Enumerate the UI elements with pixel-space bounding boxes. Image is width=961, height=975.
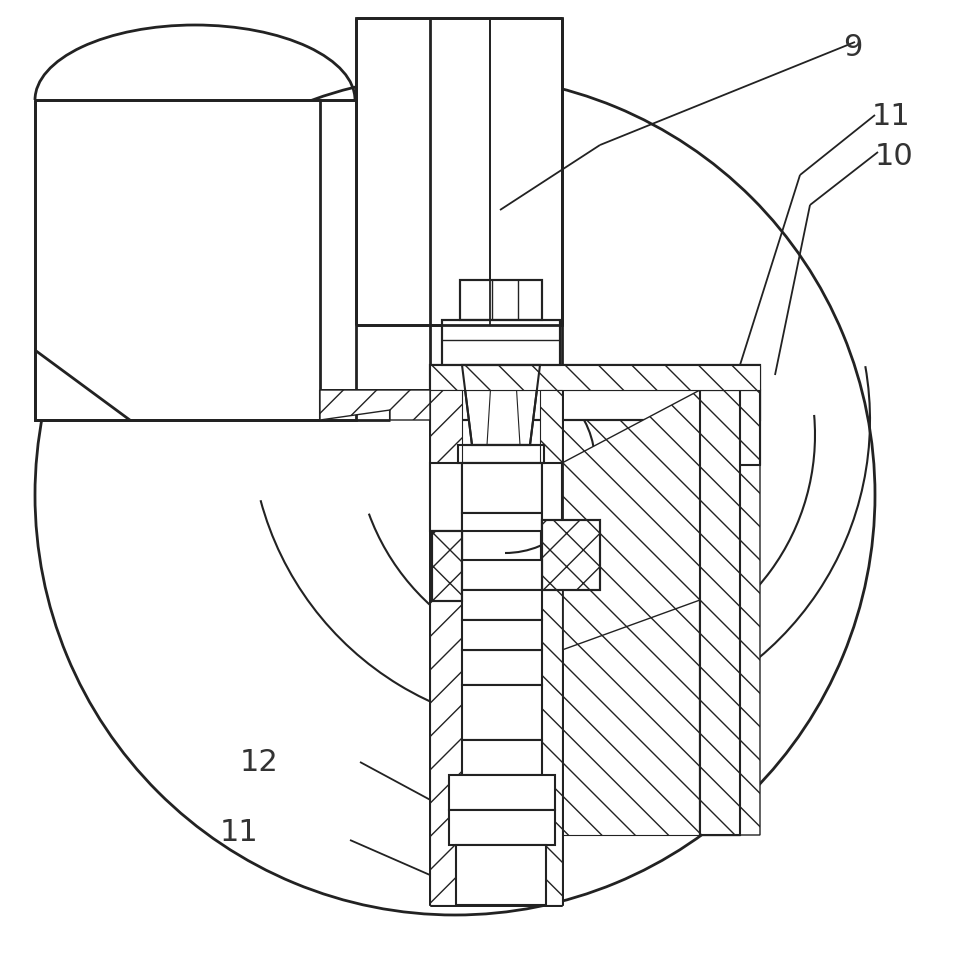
- Bar: [431, 531, 461, 601]
- Bar: [356, 18, 561, 325]
- Bar: [461, 590, 541, 620]
- Bar: [457, 445, 543, 463]
- Text: 10: 10: [875, 142, 913, 171]
- Polygon shape: [431, 531, 461, 601]
- Polygon shape: [561, 390, 759, 835]
- Polygon shape: [320, 390, 430, 420]
- Bar: [461, 463, 541, 513]
- Bar: [541, 463, 561, 531]
- Bar: [449, 775, 554, 810]
- Bar: [459, 280, 541, 320]
- Polygon shape: [35, 350, 130, 420]
- Bar: [441, 320, 559, 365]
- Polygon shape: [541, 520, 600, 590]
- Bar: [459, 280, 541, 320]
- Polygon shape: [700, 390, 739, 835]
- Bar: [430, 365, 759, 420]
- Polygon shape: [461, 365, 539, 445]
- Bar: [461, 685, 541, 740]
- Text: 11: 11: [871, 102, 910, 131]
- Bar: [456, 845, 546, 905]
- Bar: [541, 520, 600, 590]
- Polygon shape: [561, 390, 700, 835]
- Bar: [461, 650, 541, 685]
- Bar: [739, 390, 759, 465]
- Bar: [35, 100, 356, 420]
- Bar: [449, 810, 554, 845]
- Bar: [700, 390, 739, 835]
- Bar: [461, 620, 541, 650]
- Bar: [457, 445, 543, 463]
- Polygon shape: [539, 390, 561, 905]
- Bar: [430, 365, 759, 420]
- Polygon shape: [430, 390, 461, 905]
- Polygon shape: [430, 365, 759, 390]
- Text: 9: 9: [842, 33, 861, 62]
- Text: 12: 12: [239, 748, 279, 777]
- Bar: [461, 560, 541, 590]
- Bar: [461, 740, 541, 775]
- Text: 11: 11: [220, 818, 259, 847]
- Bar: [700, 390, 739, 835]
- Bar: [441, 320, 559, 365]
- Bar: [461, 513, 541, 531]
- Bar: [430, 463, 461, 531]
